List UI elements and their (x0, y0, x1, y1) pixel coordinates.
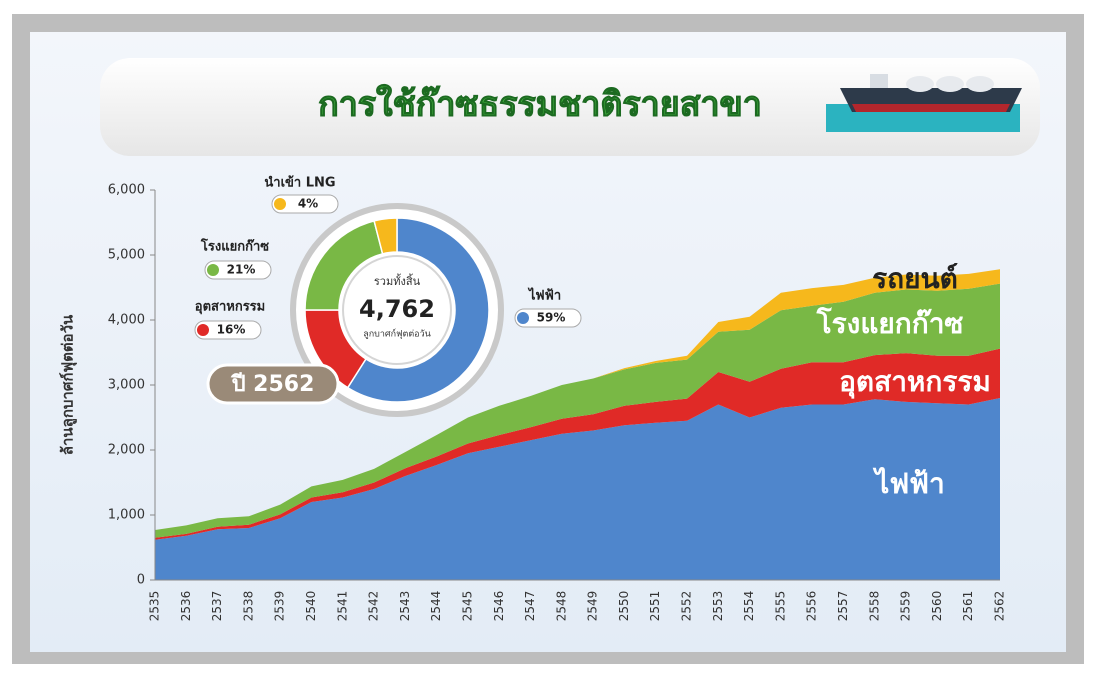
x-tick-label: 2559 (899, 591, 913, 622)
slice-value: 4% (298, 197, 318, 211)
x-tick-label: 2538 (241, 591, 255, 622)
y-tick-label: 6,000 (108, 183, 145, 198)
x-tick-label: 2539 (273, 591, 287, 622)
x-tick-label: 2557 (836, 591, 850, 622)
x-tick-label: 2535 (148, 591, 162, 622)
x-tick-label: 2558 (867, 591, 881, 622)
x-tick-label: 2551 (648, 591, 662, 622)
x-tick-label: 2543 (398, 591, 412, 622)
x-tick-label: 2550 (617, 591, 631, 622)
slice-dot (517, 312, 529, 324)
center-unit: ลูกบาศก์ฟุตต่อวัน (363, 328, 431, 340)
x-tick-label: 2548 (554, 591, 568, 622)
x-tick-label: 2553 (711, 591, 725, 622)
x-tick-label: 2540 (304, 591, 318, 622)
slice-dot (274, 198, 286, 210)
chart-title: การใช้ก๊าซธรรมชาติรายสาขา (318, 84, 762, 125)
center-total: 4,762 (359, 295, 435, 323)
slice-dot (207, 264, 219, 276)
center-title: รวมทั้งสิ้น (374, 273, 421, 288)
slice-value: 59% (537, 311, 566, 325)
x-tick-label: 2547 (523, 591, 537, 622)
y-tick-label: 0 (137, 573, 145, 588)
x-tick-label: 2562 (993, 591, 1007, 622)
x-tick-label: 2561 (961, 591, 975, 622)
slice-name: ไฟฟ้า (527, 287, 561, 304)
series-label: อุตสาหกรรม (839, 365, 991, 399)
x-tick-label: 2542 (367, 591, 381, 622)
x-tick-label: 2549 (586, 591, 600, 622)
x-tick-label: 2536 (179, 591, 193, 622)
series-label: รถยนต์ (872, 262, 958, 295)
y-axis-title: ล้านลูกบาศก์ฟุตต่อวัน (59, 314, 78, 455)
slice-name: อุตสาหกรรม (195, 300, 265, 315)
x-tick-label: 2544 (429, 591, 443, 622)
slice-dot (197, 324, 209, 336)
y-tick-label: 3,000 (108, 378, 145, 393)
slice-value: 16% (217, 323, 246, 337)
x-tick-label: 2545 (460, 591, 474, 622)
x-tick-label: 2546 (492, 591, 506, 622)
y-tick-label: 2,000 (108, 443, 145, 458)
x-tick-label: 2555 (773, 591, 787, 622)
slice-name: โรงแยกก๊าซ (200, 238, 269, 255)
x-tick-label: 2541 (335, 591, 349, 622)
x-tick-label: 2554 (742, 591, 756, 622)
slice-value: 21% (227, 263, 256, 277)
slice-name: นำเข้า LNG (264, 175, 335, 191)
y-tick-label: 5,000 (108, 248, 145, 263)
y-tick-label: 1,000 (108, 508, 145, 523)
infographic: การใช้ก๊าซธรรมชาติรายสาขา ล้านลูกบาศก์ฟุ… (0, 0, 1096, 673)
series-label: โรงแยกก๊าซ (816, 306, 964, 340)
series-label: ไฟฟ้า (872, 467, 944, 500)
y-tick-label: 4,000 (108, 313, 145, 328)
x-tick-label: 2537 (210, 591, 224, 622)
x-tick-label: 2552 (680, 591, 694, 622)
year-label: ปี 2562 (230, 372, 314, 397)
x-tick-label: 2560 (930, 591, 944, 622)
x-tick-label: 2556 (805, 591, 819, 622)
